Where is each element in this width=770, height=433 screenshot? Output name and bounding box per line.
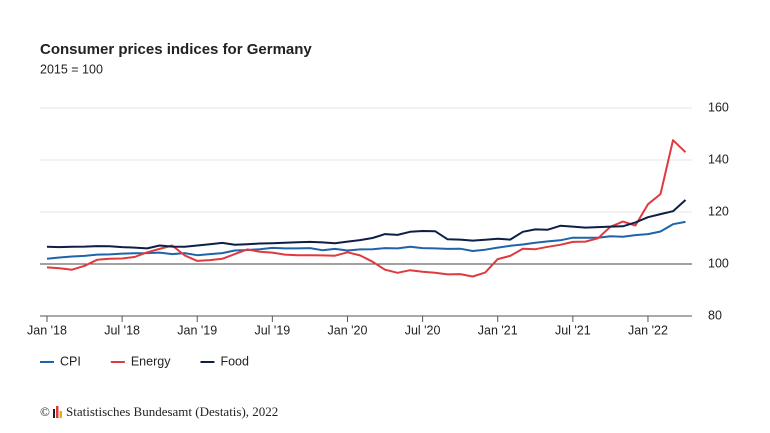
y-tick-label: 100 (708, 256, 729, 270)
chart-subtitle: 2015 = 100 (40, 62, 103, 76)
legend-label: CPI (60, 354, 81, 368)
x-tick-label: Jul '19 (254, 323, 290, 337)
x-tick-label: Jan '21 (478, 323, 518, 337)
line-2 (46, 199, 687, 250)
x-tick-label: Jul '18 (104, 323, 140, 337)
x-tick-label: Jan '22 (628, 323, 668, 337)
legend-label: Food (220, 354, 249, 368)
line-0 (46, 220, 686, 260)
x-tick-label: Jan '18 (27, 323, 67, 337)
y-tick-label: 160 (708, 100, 729, 114)
copyright: © (40, 404, 50, 419)
chart-title: Consumer prices indices for Germany (40, 41, 312, 58)
logo (53, 406, 62, 418)
source: Statistisches Bundesamt (Destatis), 2022 (66, 404, 278, 419)
x-tick-label: Jul '20 (405, 323, 441, 337)
y-tick-label: 80 (708, 308, 722, 322)
legend-label: Energy (131, 354, 171, 368)
y-tick-label: 140 (708, 152, 729, 166)
x-tick-label: Jul '21 (555, 323, 591, 337)
x-tick-label: Jan '19 (177, 323, 217, 337)
line-1 (46, 139, 687, 278)
y-tick-label: 120 (708, 204, 729, 218)
x-tick-label: Jan '20 (328, 323, 368, 337)
